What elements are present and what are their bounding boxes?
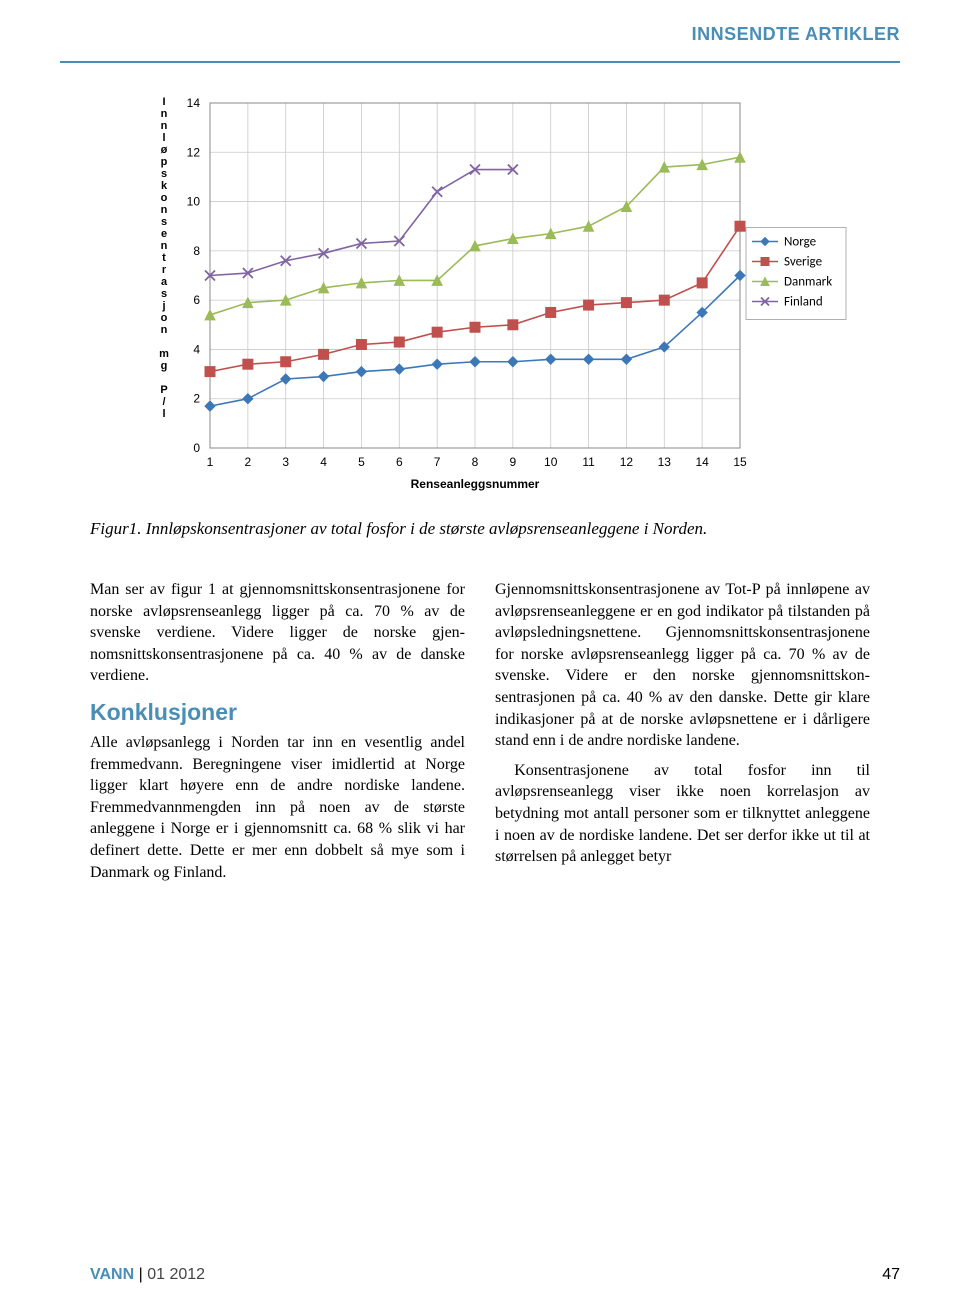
footer-sep: | bbox=[139, 1266, 143, 1283]
svg-text:7: 7 bbox=[434, 455, 441, 469]
svg-text:a: a bbox=[161, 276, 168, 288]
svg-text:n: n bbox=[161, 120, 168, 132]
svg-text:4: 4 bbox=[193, 342, 200, 356]
svg-text:Renseanleggsnummer: Renseanleggsnummer bbox=[411, 477, 540, 491]
svg-text:1: 1 bbox=[207, 455, 214, 469]
svg-text:10: 10 bbox=[544, 455, 558, 469]
footer-brand: VANN bbox=[90, 1266, 134, 1283]
svg-text:10: 10 bbox=[187, 195, 201, 209]
svg-text:ø: ø bbox=[161, 144, 168, 156]
svg-text:P: P bbox=[160, 384, 167, 396]
svg-text:15: 15 bbox=[733, 455, 747, 469]
page-footer: VANN | 01 2012 47 bbox=[90, 1266, 900, 1284]
section-heading: INNSENDTE ARTIKLER bbox=[692, 24, 900, 44]
svg-text:n: n bbox=[161, 240, 168, 252]
svg-text:8: 8 bbox=[472, 455, 479, 469]
header-divider bbox=[60, 61, 900, 63]
line-chart: 12345678910111213141502468101214Renseanl… bbox=[140, 83, 860, 503]
paragraph: Alle avløpsanlegg i Norden tar inn en ve… bbox=[90, 732, 465, 883]
svg-text:/: / bbox=[162, 396, 165, 408]
chart-container: 12345678910111213141502468101214Renseanl… bbox=[140, 83, 860, 503]
svg-text:j: j bbox=[161, 300, 165, 312]
svg-text:13: 13 bbox=[658, 455, 672, 469]
paragraph: Gjennomsnittskonsentrasjonene av Tot-P p… bbox=[495, 579, 870, 752]
paragraph: Konsentrasjonene av total fosfor inn til… bbox=[495, 760, 870, 868]
svg-text:12: 12 bbox=[187, 145, 201, 159]
paragraph: Man ser av figur 1 at gjennomsnitts­kons… bbox=[90, 579, 465, 687]
svg-text:8: 8 bbox=[193, 244, 200, 258]
svg-text:e: e bbox=[161, 228, 167, 240]
svg-text:9: 9 bbox=[510, 455, 517, 469]
svg-text:6: 6 bbox=[396, 455, 403, 469]
page-number: 47 bbox=[882, 1266, 900, 1284]
svg-text:s: s bbox=[161, 168, 167, 180]
svg-text:p: p bbox=[161, 156, 168, 168]
svg-text:Sverige: Sverige bbox=[784, 255, 822, 270]
figure-caption: Figur1. Innløpskonsentrasjoner av total … bbox=[90, 519, 870, 539]
svg-text:g: g bbox=[161, 360, 168, 372]
svg-text:3: 3 bbox=[282, 455, 289, 469]
svg-text:o: o bbox=[161, 312, 168, 324]
svg-text:n: n bbox=[161, 324, 168, 336]
svg-text:4: 4 bbox=[320, 455, 327, 469]
svg-text:o: o bbox=[161, 192, 168, 204]
svg-text:m: m bbox=[159, 348, 169, 360]
svg-text:12: 12 bbox=[620, 455, 634, 469]
footer-issue: 01 2012 bbox=[147, 1266, 205, 1283]
svg-text:l: l bbox=[162, 132, 165, 144]
svg-text:14: 14 bbox=[695, 455, 709, 469]
svg-text:6: 6 bbox=[193, 293, 200, 307]
svg-text:11: 11 bbox=[582, 455, 595, 469]
svg-text:Norge: Norge bbox=[784, 235, 816, 250]
column-left: Man ser av figur 1 at gjennomsnitts­kons… bbox=[90, 579, 465, 891]
section-title-konklusjoner: Konklusjoner bbox=[90, 697, 465, 728]
column-right: Gjennomsnittskonsentrasjonene av Tot-P p… bbox=[495, 579, 870, 891]
svg-text:t: t bbox=[162, 252, 166, 264]
svg-text:s: s bbox=[161, 288, 167, 300]
svg-text:Finland: Finland bbox=[784, 295, 823, 310]
svg-text:Danmark: Danmark bbox=[784, 275, 832, 290]
svg-text:5: 5 bbox=[358, 455, 365, 469]
svg-text:14: 14 bbox=[187, 96, 201, 110]
svg-text:2: 2 bbox=[245, 455, 252, 469]
svg-text:0: 0 bbox=[193, 441, 200, 455]
svg-text:l: l bbox=[162, 408, 165, 420]
svg-text:r: r bbox=[162, 264, 167, 276]
svg-text:n: n bbox=[161, 204, 168, 216]
svg-text:n: n bbox=[161, 108, 168, 120]
svg-text:I: I bbox=[162, 96, 165, 108]
svg-text:k: k bbox=[161, 180, 168, 192]
svg-text:2: 2 bbox=[193, 392, 200, 406]
svg-text:s: s bbox=[161, 216, 167, 228]
